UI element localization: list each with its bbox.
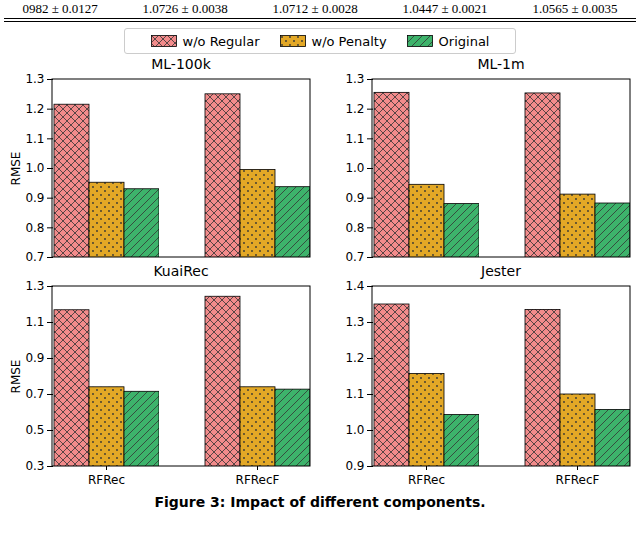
svg-text:RFRec: RFRec [408,473,445,487]
svg-text:1.2: 1.2 [345,351,364,365]
svg-text:0.9: 0.9 [25,351,44,365]
html-text:1.0712 ± 0.0028: 1.0712 ± 0.0028 [272,1,358,16]
svg-text:0.3: 0.3 [25,459,44,473]
svg-text:1.1: 1.1 [345,132,364,146]
svg-text:0.9: 0.9 [25,191,44,205]
svg-text:1.3: 1.3 [25,279,44,293]
svg-text:0.8: 0.8 [345,221,364,235]
svg-text:1.3: 1.3 [345,72,364,86]
svg-text:RFRec: RFRec [88,473,125,487]
html-text:Figure 3: Impact of different: Figure 3: Impact of different components… [154,494,486,510]
svg-text:RFRecF: RFRecF [556,473,600,487]
svg-text:0.9: 0.9 [345,191,364,205]
svg-text:0.7: 0.7 [345,250,364,264]
svg-text:1.3: 1.3 [345,315,364,329]
svg-text:1.1: 1.1 [25,315,44,329]
html-text:w/o Penalty: w/o Penalty [311,33,387,49]
html-text:1.0447 ± 0.0021: 1.0447 ± 0.0021 [402,1,488,16]
svg-text:0.7: 0.7 [25,250,44,264]
svg-text:RMSE: RMSE [9,360,23,394]
html-text:w/o Regular: w/o Regular [182,33,260,49]
svg-text:0.5: 0.5 [25,423,44,437]
html-text:KuaiRec: KuaiRec [153,263,209,279]
html-text:ML-1m: ML-1m [477,56,525,72]
svg-text:RFRecF: RFRecF [236,473,280,487]
html-text:1.0726 ± 0.0038: 1.0726 ± 0.0038 [142,1,228,16]
svg-text:1.1: 1.1 [25,132,44,146]
svg-text:0.7: 0.7 [25,387,44,401]
svg-text:1.3: 1.3 [25,72,44,86]
svg-text:1.0: 1.0 [345,161,364,175]
html-text:0982 ± 0.0127: 0982 ± 0.0127 [22,1,98,16]
html-text:ML-100k: ML-100k [151,56,211,72]
svg-text:1.2: 1.2 [345,102,364,116]
svg-text:0.9: 0.9 [345,459,364,473]
svg-text:1.0: 1.0 [25,161,44,175]
svg-text:RMSE: RMSE [9,152,23,186]
svg-text:1.1: 1.1 [345,387,364,401]
svg-text:1.0: 1.0 [345,423,364,437]
svg-text:0.8: 0.8 [25,221,44,235]
svg-text:1.4: 1.4 [345,279,364,293]
svg-text:1.2: 1.2 [25,102,44,116]
html-text:1.0565 ± 0.0035: 1.0565 ± 0.0035 [532,1,618,16]
html-text:Original: Original [438,33,490,49]
html-text:Jester: Jester [481,263,521,279]
